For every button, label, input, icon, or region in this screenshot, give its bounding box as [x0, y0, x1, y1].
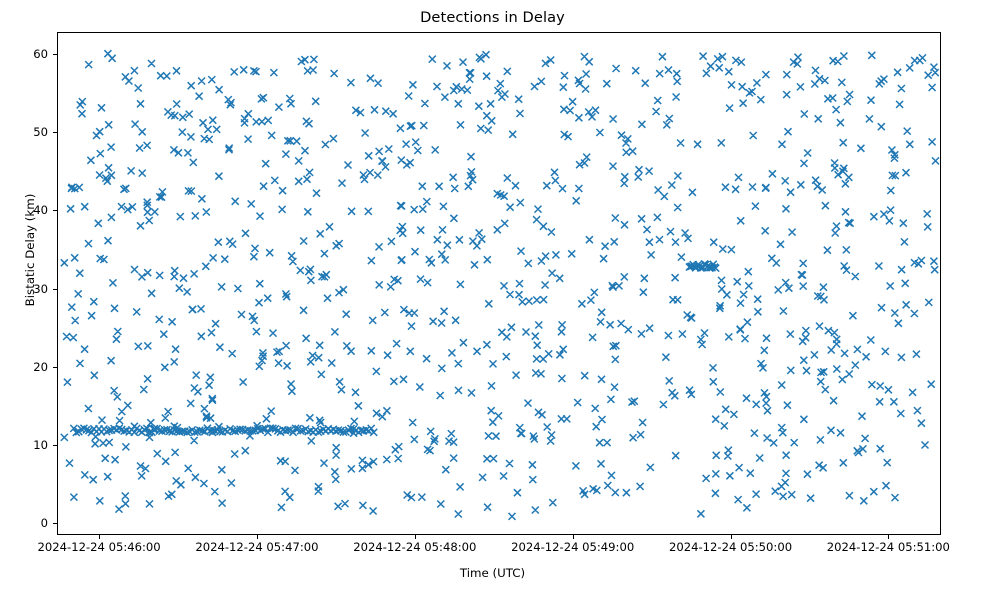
y-tick-label: 50	[33, 125, 48, 140]
y-tick-mark	[53, 132, 57, 134]
y-tick-label: 60	[33, 46, 48, 61]
y-tick-label: 20	[33, 359, 48, 374]
x-tick-label: 2024-12-24 05:51:00	[826, 540, 950, 554]
y-tick-label: 0	[40, 516, 48, 531]
x-tick-label: 2024-12-24 05:49:00	[511, 540, 635, 554]
x-tick-mark	[414, 535, 416, 539]
scatter-series	[60, 49, 940, 521]
y-axis-label: Bistatic Delay (km)	[23, 193, 37, 307]
x-tick-mark	[572, 535, 574, 539]
y-tick-label: 30	[33, 281, 48, 296]
scatter-points	[60, 49, 940, 521]
y-tick-label: 40	[33, 203, 48, 218]
y-tick-mark	[53, 523, 57, 525]
x-tick-mark	[99, 535, 101, 539]
x-tick-label: 2024-12-24 05:50:00	[668, 540, 793, 554]
y-tick-label: 10	[33, 438, 48, 453]
x-axis-label: Time (UTC)	[459, 566, 526, 580]
plot-area	[57, 32, 941, 535]
x-tick-label: 2024-12-24 05:46:00	[37, 540, 161, 554]
y-tick-mark	[53, 210, 57, 212]
y-tick-mark	[53, 288, 57, 290]
y-tick-mark	[53, 53, 57, 55]
y-tick-mark	[53, 445, 57, 447]
page-title: Detections in Delay	[420, 9, 565, 26]
x-tick-mark	[730, 535, 732, 539]
x-tick-mark	[256, 535, 258, 539]
x-tick-label: 2024-12-24 05:48:00	[353, 540, 477, 554]
x-tick-mark	[888, 535, 890, 539]
x-tick-label: 2024-12-24 05:47:00	[195, 540, 319, 554]
y-tick-mark	[53, 366, 57, 368]
